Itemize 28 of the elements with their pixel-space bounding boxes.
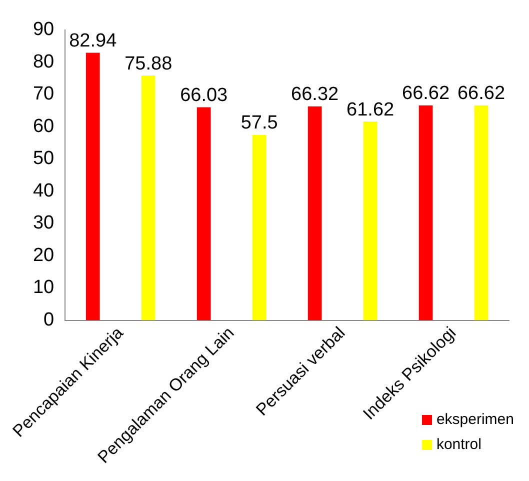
data-label: 57.5 — [240, 112, 278, 134]
bar — [308, 106, 322, 320]
y-tick-label: 20 — [32, 244, 54, 266]
y-tick-label: 90 — [32, 19, 54, 40]
y-tick-label: 70 — [32, 84, 54, 105]
data-label: 66.62 — [457, 83, 506, 104]
y-tick-label: 40 — [32, 180, 54, 202]
bar — [252, 134, 266, 320]
data-label: 61.62 — [346, 99, 394, 120]
data-label: 66.03 — [180, 85, 228, 106]
y-tick-label: 30 — [32, 212, 54, 234]
bar — [363, 122, 378, 320]
data-label: 75.88 — [124, 53, 172, 74]
data-label: 66.32 — [291, 84, 339, 106]
data-label: 82.94 — [69, 30, 118, 52]
bar — [86, 52, 100, 320]
y-tick-label: 0 — [44, 309, 54, 330]
legend-label: kontrol — [436, 436, 482, 453]
y-tick-label: 60 — [32, 116, 54, 137]
bar — [474, 105, 488, 320]
data-label: 66.62 — [402, 83, 450, 104]
bar — [418, 105, 433, 320]
y-tick-label: 80 — [32, 51, 54, 72]
y-tick-label: 50 — [32, 148, 54, 170]
y-tick-label: 10 — [32, 277, 54, 298]
bar — [196, 107, 211, 320]
legend-label: eksperimen — [436, 411, 514, 428]
bar — [141, 76, 156, 320]
